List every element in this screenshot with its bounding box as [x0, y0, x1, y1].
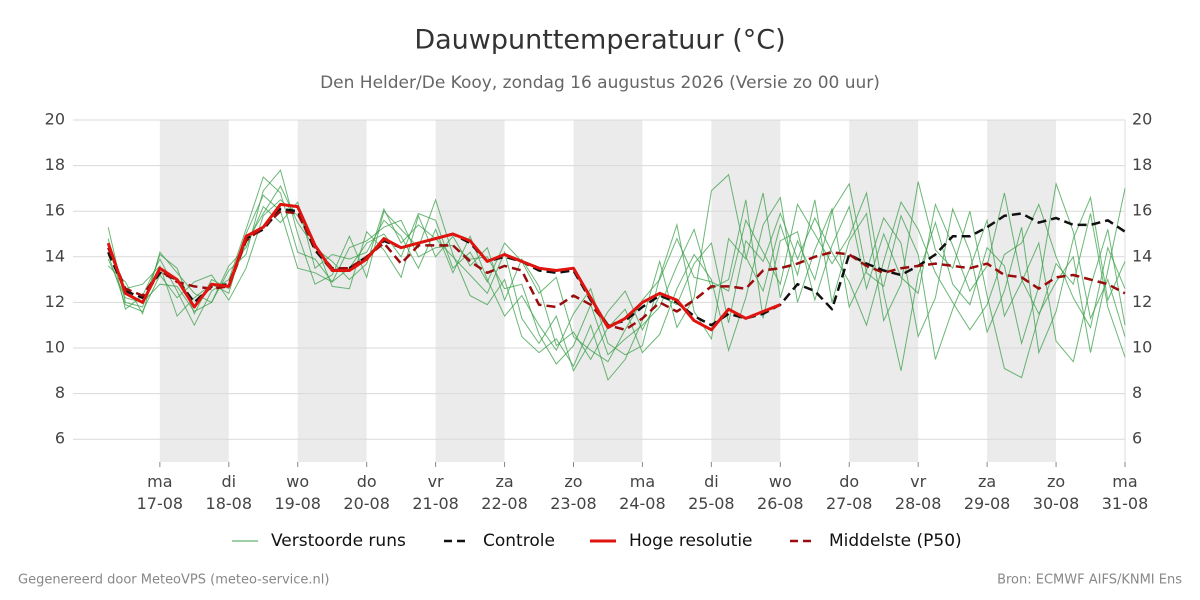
- x-tick-label: vr 21-08: [412, 472, 459, 513]
- x-tick-label: za 29-08: [964, 472, 1011, 513]
- y-tick-label: 8: [55, 383, 65, 402]
- y-tick-label-right: 20: [1132, 110, 1152, 129]
- x-tick-label-line: wo: [769, 472, 792, 491]
- x-tick-label: zo 23-08: [550, 472, 597, 513]
- x-tick-label-line: di: [704, 472, 719, 491]
- y-tick-label: 14: [45, 246, 65, 265]
- x-tick-label-line: 24-08: [619, 494, 666, 513]
- ensemble-line: [107, 195, 1126, 361]
- x-tick-label-line: 21-08: [412, 494, 459, 513]
- x-tick-label-line: zo: [1047, 472, 1065, 491]
- x-tick-label: di 18-08: [206, 472, 253, 513]
- y-tick-label: 18: [45, 155, 65, 174]
- day-shade: [987, 120, 1057, 462]
- x-tick-label-line: 27-08: [826, 494, 873, 513]
- x-tick-label-line: 17-08: [137, 494, 184, 513]
- series-line: [106, 202, 781, 332]
- y-tick-label: 16: [45, 201, 65, 220]
- x-tick-label-line: do: [357, 472, 377, 491]
- ensemble-line: [107, 185, 1126, 373]
- series-line: [107, 209, 1126, 332]
- legend-label: Middelste (P50): [829, 531, 962, 551]
- x-tick-label: ma 17-08: [137, 472, 184, 513]
- x-tick-label-line: 28-08: [895, 494, 942, 513]
- day-shade: [435, 120, 505, 462]
- x-tick-label: wo 19-08: [274, 472, 321, 513]
- x-tick-label: ma 24-08: [619, 472, 666, 513]
- x-tick-label: do 27-08: [826, 472, 873, 513]
- x-tick-label-line: 20-08: [343, 494, 390, 513]
- x-tick-label: wo 26-08: [757, 472, 804, 513]
- legend-label: Verstoorde runs: [271, 531, 406, 551]
- day-shade: [573, 120, 643, 462]
- y-tick-label-right: 16: [1132, 201, 1152, 220]
- x-tick-label-line: 26-08: [757, 494, 804, 513]
- x-tick-label: zo 30-08: [1033, 472, 1080, 513]
- chart-subtitle: Den Helder/De Kooy, zondag 16 augustus 2…: [320, 73, 880, 93]
- y-tick-label: 10: [45, 338, 65, 357]
- x-tick-label: za 22-08: [481, 472, 528, 513]
- x-tick-label-line: ma: [1112, 472, 1137, 491]
- chart-title: Dauwpunttemperatuur (°C): [414, 25, 785, 56]
- y-tick-label-right: 10: [1132, 338, 1152, 357]
- y-tick-label-right: 12: [1132, 292, 1152, 311]
- x-tick-label-line: 29-08: [964, 494, 1011, 513]
- legend-label: Hoge resolutie: [629, 531, 753, 551]
- y-tick-label: 6: [55, 429, 65, 448]
- y-tick-label: 20: [45, 110, 65, 129]
- y-tick-label-right: 14: [1132, 246, 1152, 265]
- day-shade: [297, 120, 367, 462]
- y-tick-label-right: 6: [1132, 429, 1142, 448]
- x-tick-label-line: wo: [286, 472, 309, 491]
- x-tick-label-line: 18-08: [206, 494, 253, 513]
- y-tick-label-right: 18: [1132, 155, 1152, 174]
- x-tick-label: vr 28-08: [895, 472, 942, 513]
- x-tick-label-line: 23-08: [550, 494, 597, 513]
- x-tick-label-line: za: [495, 472, 513, 491]
- x-tick-label-line: ma: [630, 472, 655, 491]
- x-tick-label-line: 25-08: [688, 494, 735, 513]
- x-tick-label-line: di: [221, 472, 236, 491]
- footer-credit: Gegenereerd door MeteoVPS (meteo-service…: [18, 573, 329, 588]
- ensemble-line: [107, 182, 1126, 363]
- x-tick-label: di 25-08: [688, 472, 735, 513]
- x-tick-label-line: 31-08: [1102, 494, 1149, 513]
- x-tick-label-line: za: [978, 472, 996, 491]
- x-tick-label: ma 31-08: [1102, 472, 1149, 513]
- x-tick-label-line: ma: [147, 472, 172, 491]
- x-tick-label-line: 30-08: [1033, 494, 1080, 513]
- y-tick-label: 12: [45, 292, 65, 311]
- x-tick-label-line: vr: [428, 472, 444, 491]
- y-tick-label-right: 8: [1132, 383, 1142, 402]
- legend-label: Controle: [483, 531, 555, 551]
- x-tick-label-line: vr: [910, 472, 926, 491]
- x-tick-label-line: 22-08: [481, 494, 528, 513]
- x-tick-label-line: 19-08: [274, 494, 321, 513]
- footer-source: Bron: ECMWF AIFS/KNMI Ens: [997, 573, 1182, 588]
- x-tick-label-line: do: [839, 472, 859, 491]
- x-tick-label-line: zo: [564, 472, 582, 491]
- x-tick-label: do 20-08: [343, 472, 390, 513]
- day-shade: [159, 120, 229, 462]
- ensemble-line: [107, 169, 1126, 381]
